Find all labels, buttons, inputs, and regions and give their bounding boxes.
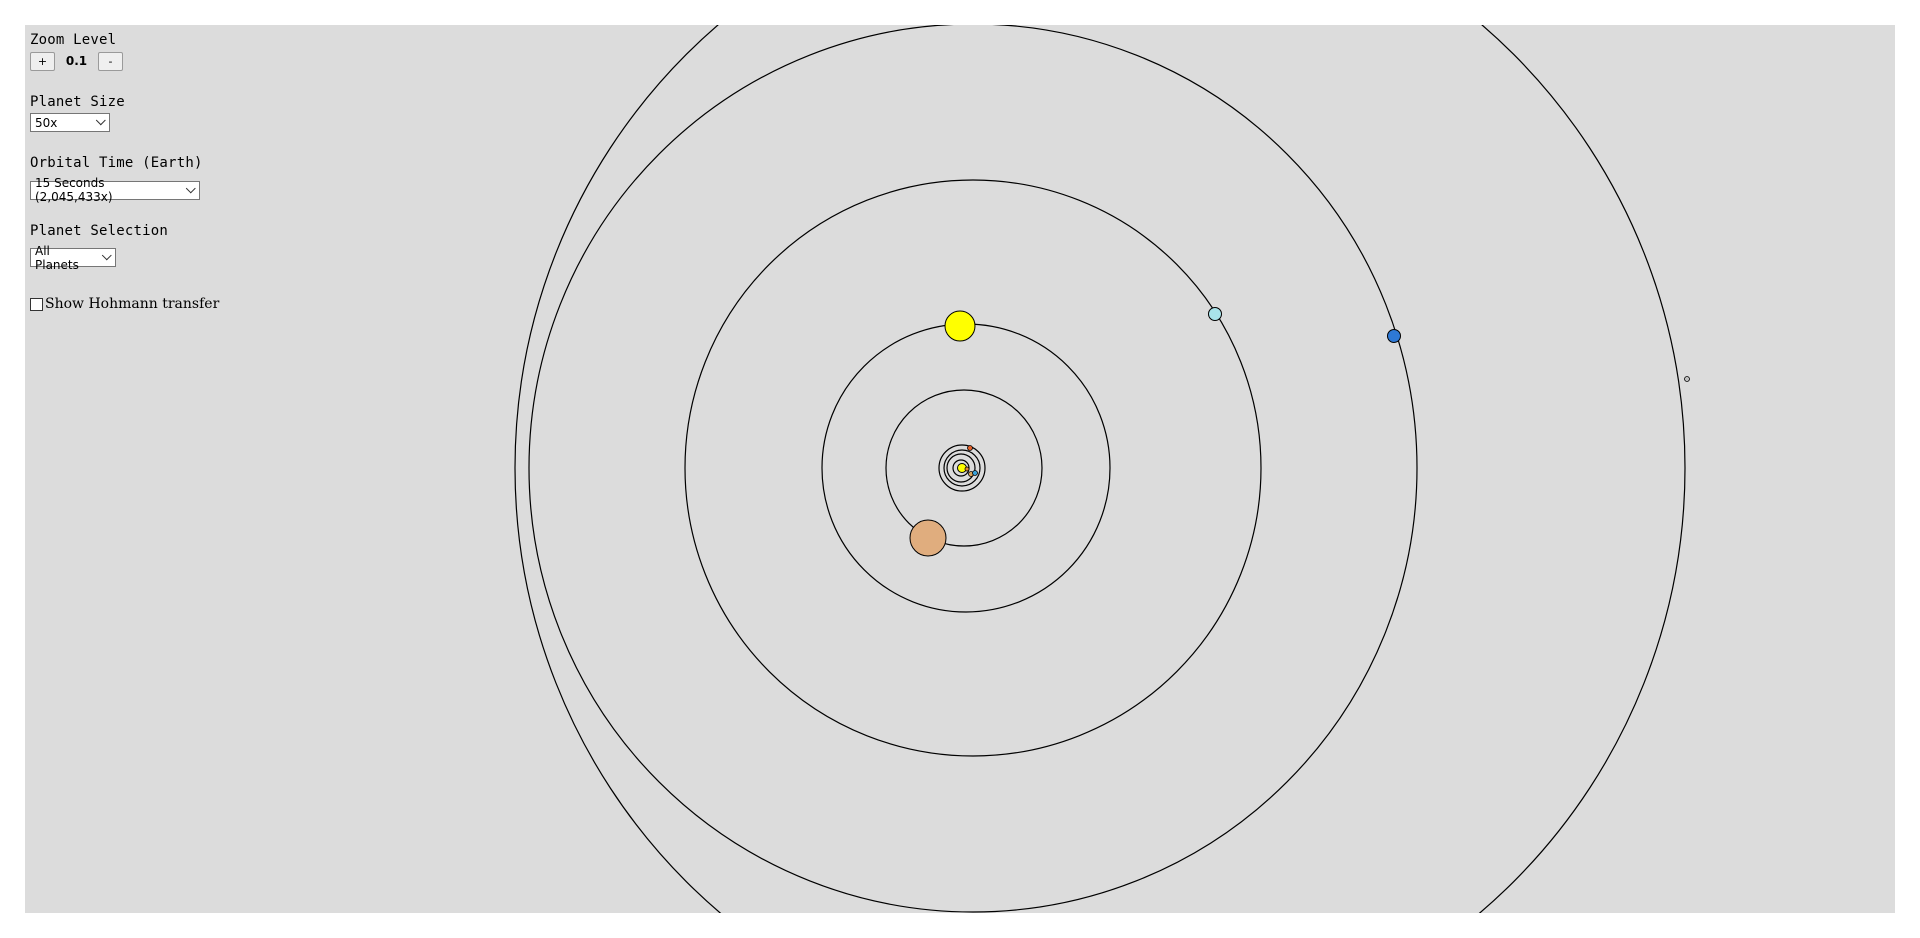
pluto (1684, 376, 1690, 382)
orbital-time-control: Orbital Time (Earth) 15 Seconds (2,045,4… (30, 155, 290, 204)
solar-system-canvas[interactable]: Zoom Level + 0.1 - Planet Size 50x Orbit… (25, 25, 1895, 913)
hohmann-checkbox[interactable] (30, 297, 43, 311)
earth-orbit (943, 449, 981, 487)
orbital-time-selected: 15 Seconds (2,045,433x) (35, 176, 113, 204)
planet-selection-control: Planet Selection All Planets (30, 222, 290, 272)
earth (972, 470, 978, 476)
zoom-value: 0.1 (65, 54, 88, 68)
chevron-down-icon (101, 250, 112, 261)
control-panel: Zoom Level + 0.1 - Planet Size 50x Orbit… (30, 32, 290, 312)
uranus (1208, 307, 1222, 321)
neptune (1387, 329, 1401, 343)
planet-selection-select[interactable]: All Planets (30, 244, 116, 272)
hohmann-toggle[interactable]: Show Hohmann transfer (30, 296, 290, 312)
zoom-row: + 0.1 - (30, 51, 290, 71)
jupiter-orbit (885, 389, 1043, 547)
chevron-down-icon (186, 183, 196, 193)
hohmann-label: Show Hohmann transfer (45, 296, 220, 312)
planet-size-label: Planet Size (30, 94, 125, 110)
zoom-in-button[interactable]: + (30, 51, 55, 71)
planet-size-selected: 50x (35, 115, 58, 130)
orbit-view (514, 25, 1690, 913)
mars (967, 445, 973, 451)
saturn (944, 310, 976, 342)
planet-selection-selected: All Planets (35, 243, 79, 272)
orbital-time-label: Orbital Time (Earth) (30, 155, 203, 171)
mercury (964, 466, 970, 472)
planet-selection-label: Planet Selection (30, 222, 169, 239)
pluto-orbit (514, 25, 1686, 913)
chevron-down-icon (95, 115, 106, 126)
planet-size-select[interactable]: 50x (30, 113, 110, 132)
jupiter (909, 519, 947, 557)
neptune-orbit (528, 25, 1418, 913)
zoom-out-button[interactable]: - (98, 51, 123, 71)
zoom-level-label: Zoom Level (30, 32, 117, 48)
zoom-control: Zoom Level + 0.1 - (30, 32, 290, 71)
orbital-time-select[interactable]: 15 Seconds (2,045,433x) (30, 176, 200, 204)
venus-orbit (946, 453, 976, 483)
mars-orbit (938, 444, 986, 492)
planet-size-control: Planet Size 50x (30, 94, 290, 132)
uranus-orbit (684, 179, 1262, 757)
